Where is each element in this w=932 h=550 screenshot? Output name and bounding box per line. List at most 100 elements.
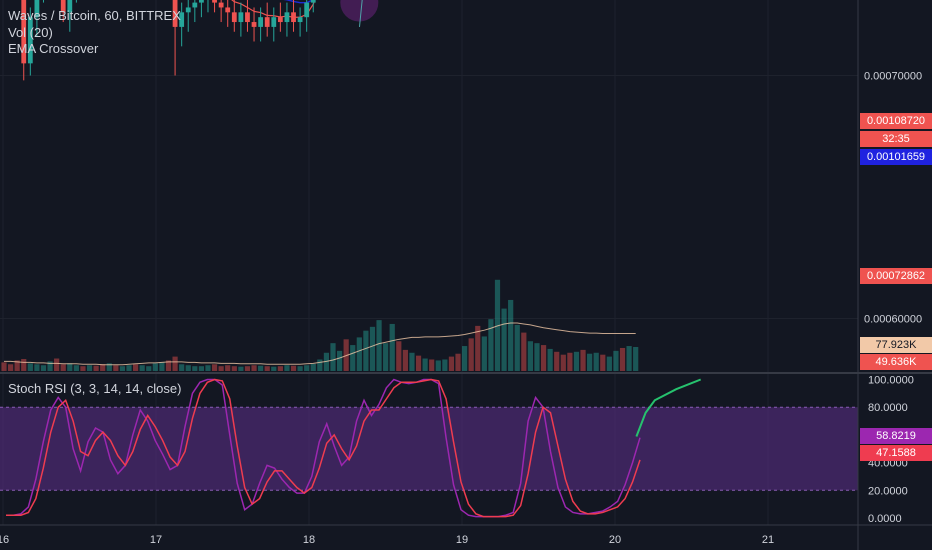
candle-body [245, 12, 250, 23]
stoch-band [0, 407, 858, 491]
volume-bar [1, 362, 7, 371]
volume-bar [40, 365, 47, 371]
volume-bar [462, 346, 468, 371]
volume-bar [73, 365, 79, 371]
volume-bar [521, 332, 527, 371]
x-tick-label: 20 [609, 534, 621, 546]
volume-bar [113, 365, 119, 371]
volume-bar [152, 363, 158, 371]
volume-bar [376, 320, 382, 371]
volume-bar [264, 366, 270, 371]
volume-bar [633, 347, 639, 371]
volume-bar [80, 366, 86, 371]
candle-body [264, 17, 270, 27]
volume-bar [514, 324, 520, 371]
x-tick-label: 21 [762, 534, 774, 546]
volume-bar [587, 353, 593, 371]
candle-body [304, 2, 310, 18]
y-tick-label: 0.00070000 [864, 71, 922, 83]
volume-bar [606, 356, 612, 371]
volume-bar [100, 364, 106, 371]
ema-red-tag: 0.00072862 [860, 268, 932, 284]
symbol-title: Waves / Bitcoin, 60, BITTREX [8, 8, 181, 23]
volume-bar [488, 319, 494, 371]
volume-bar [415, 355, 422, 371]
volume-bar [442, 359, 448, 371]
volume-bar [626, 346, 632, 371]
volume-bar [475, 325, 481, 371]
volume-bar [218, 366, 224, 371]
stoch-k-tag: 58.8219 [860, 428, 932, 444]
volume-bar [133, 364, 139, 371]
stoch-y-tick-label: 100.0000 [868, 375, 914, 387]
volume-bar [593, 352, 599, 371]
volume-bar [567, 352, 573, 371]
volume-bar [422, 358, 428, 371]
volume-bar [613, 350, 619, 371]
volume-bar [297, 366, 303, 371]
volume-bar [60, 364, 66, 371]
candle-body [284, 12, 290, 23]
volume-bar [258, 365, 264, 371]
volume-bar [409, 352, 415, 371]
volume-bar [277, 366, 283, 371]
volume-bar [501, 308, 507, 371]
volume-bar [304, 365, 310, 371]
candle-body [251, 22, 257, 27]
candle-body [271, 17, 277, 27]
highlight-circles [340, 0, 379, 22]
volume-bar [317, 359, 323, 371]
candle-body [172, 0, 178, 27]
stoch-forecast-line [635, 378, 702, 437]
candle-body [179, 12, 185, 27]
volume-bar [238, 366, 244, 371]
volume-bar [271, 366, 277, 371]
stoch-rsi-pane [0, 378, 858, 518]
volume-bar [554, 351, 560, 371]
volume-bar [356, 337, 362, 371]
volume-bar [547, 348, 553, 371]
volume-bar [310, 363, 316, 371]
volume-bar [126, 365, 132, 371]
volume-bar [139, 365, 145, 371]
volume-ma-tag: 77.923K [860, 337, 932, 353]
grid [0, 0, 858, 525]
volume-bar [429, 359, 435, 371]
candlesticks [21, 0, 316, 81]
candle-body [291, 12, 296, 23]
volume-bar [27, 363, 33, 371]
volume-bar [619, 347, 626, 371]
volume-bar [580, 349, 586, 371]
volume-bar [47, 361, 53, 371]
candle-body [27, 17, 33, 64]
volume-bars [1, 279, 639, 371]
volume-bar [67, 363, 73, 371]
volume-bar [244, 366, 251, 371]
candle-body [185, 7, 191, 13]
candle-body [238, 12, 244, 23]
volume-bar [106, 363, 112, 371]
volume-bar [573, 351, 580, 371]
volume-indicator-label: Vol (20) [8, 25, 53, 40]
stoch-y-tick-label: 20.0000 [868, 485, 908, 497]
x-tick-label: 16 [0, 534, 9, 546]
candle-body [277, 17, 283, 23]
volume-ma-line [4, 322, 636, 366]
highlight-circle [340, 0, 379, 22]
volume-bar [369, 326, 376, 371]
volume-bar [396, 341, 402, 371]
volume-bar [290, 365, 297, 371]
elliott-wave-lines: (1)(2)(3)(4)(5) [358, 0, 363, 27]
candle-body [60, 0, 66, 13]
volume-bar [527, 341, 533, 371]
volume-bar [34, 364, 40, 371]
volume-bar [21, 359, 27, 371]
volume-bar [560, 354, 566, 371]
volume-bar [363, 330, 369, 371]
volume-bar [455, 353, 461, 371]
candle-body [231, 12, 237, 23]
volume-bar [93, 365, 99, 371]
volume-bar [540, 345, 547, 371]
